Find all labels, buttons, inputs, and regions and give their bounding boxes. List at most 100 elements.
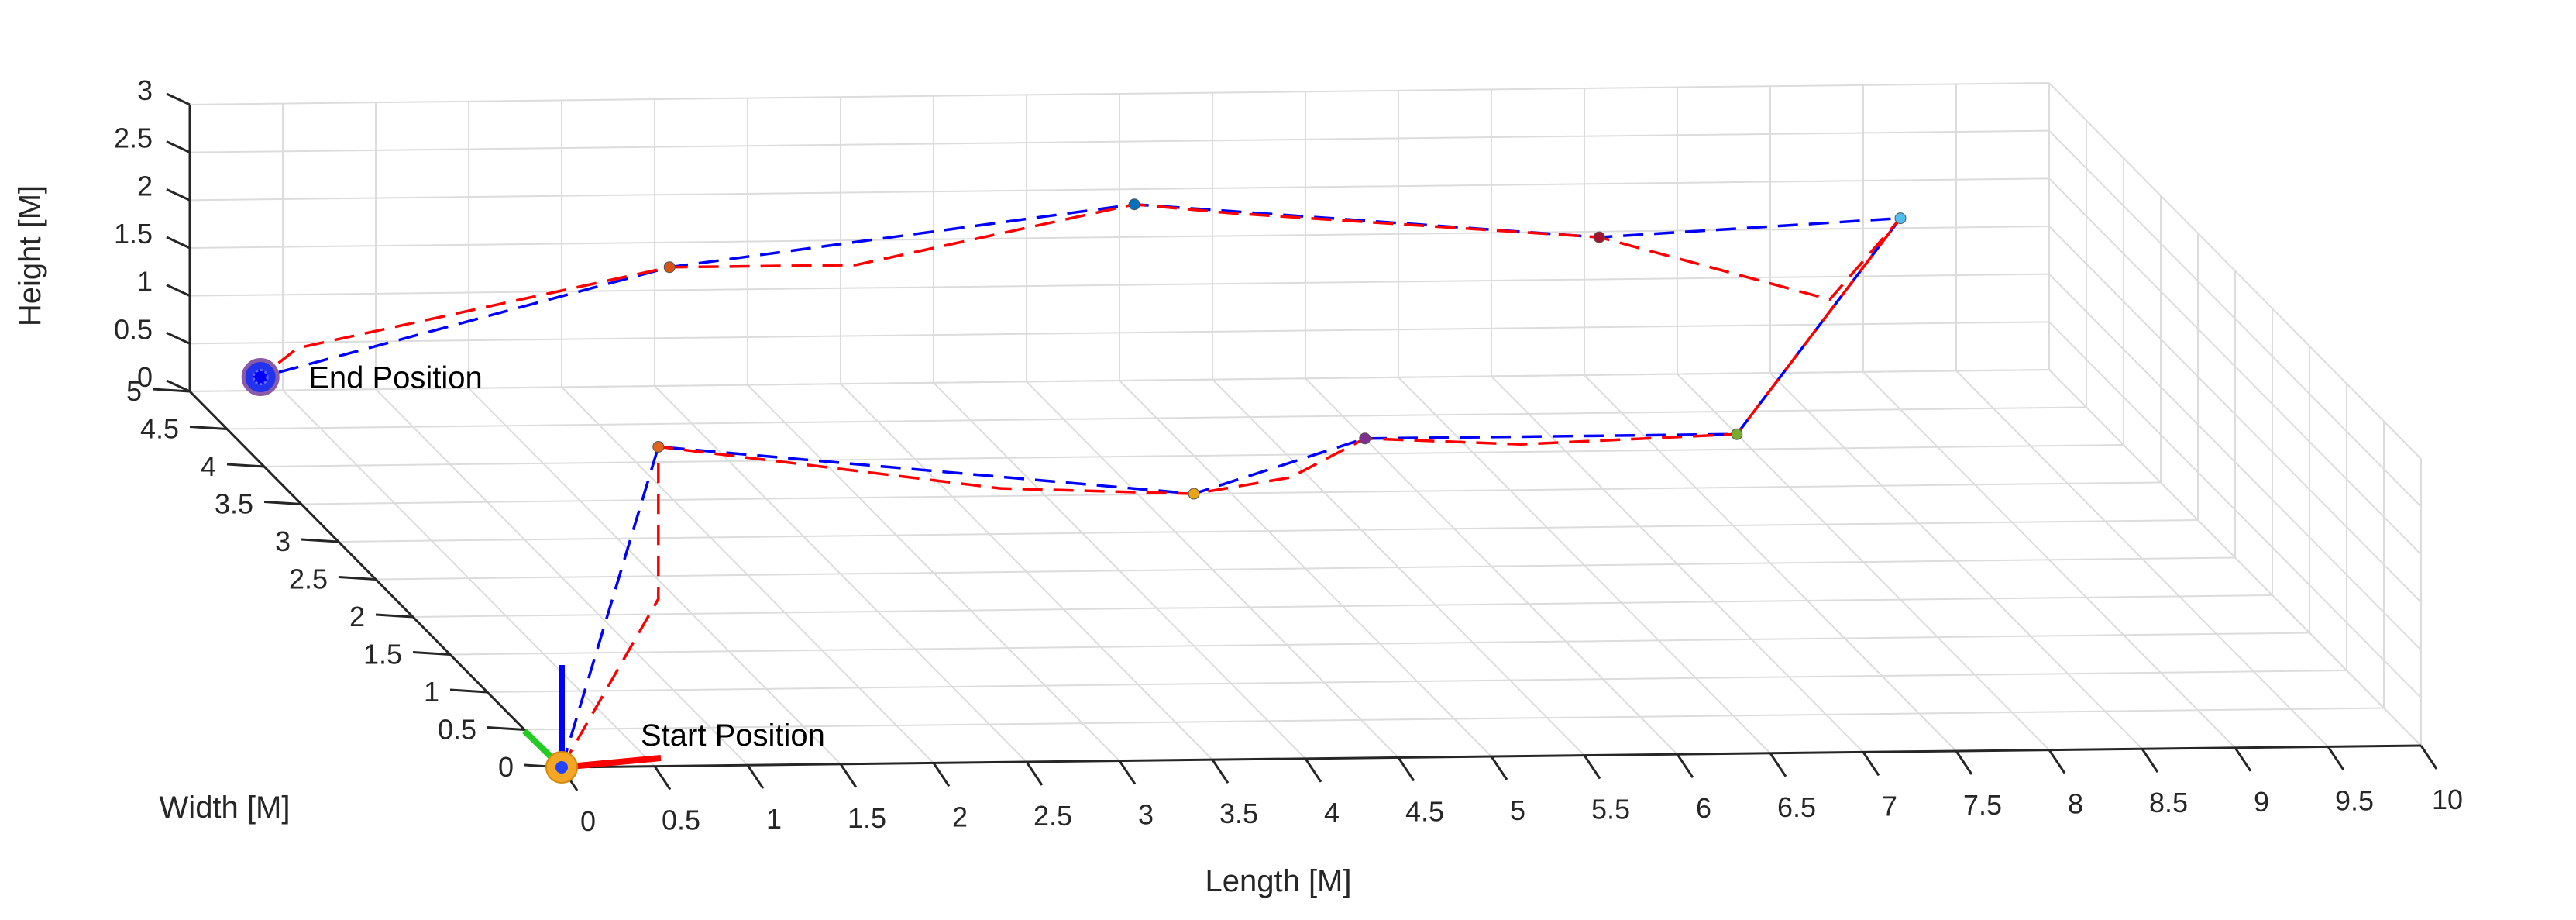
z-tick bbox=[166, 92, 191, 106]
x-tick bbox=[1025, 761, 1044, 786]
x-tick-label: 4 bbox=[1324, 797, 1340, 829]
floor-grid-y bbox=[226, 406, 2087, 430]
back-wall-grid-z bbox=[189, 369, 2050, 392]
back-wall-grid-z bbox=[189, 321, 2050, 345]
y-tick bbox=[375, 613, 414, 619]
start-position-label: Start Position bbox=[641, 718, 825, 753]
x-tick-label: 7 bbox=[1882, 790, 1897, 822]
x-tick bbox=[1769, 752, 1787, 777]
z-tick bbox=[166, 236, 191, 250]
waypoint-marker bbox=[1359, 432, 1371, 445]
y-tick bbox=[152, 388, 191, 393]
waypoint-marker bbox=[663, 261, 676, 274]
y-tick bbox=[263, 501, 302, 505]
side-wall-grid-z bbox=[2048, 321, 2422, 699]
x-tick-label: 2.5 bbox=[1033, 800, 1072, 832]
x-tick-label: 1 bbox=[766, 803, 782, 835]
x-tick bbox=[2234, 746, 2252, 772]
start-position-core bbox=[555, 761, 568, 774]
x-tick-label: 7.5 bbox=[1963, 789, 2002, 821]
y-tick-label: 2 bbox=[349, 601, 365, 632]
floor-grid-y bbox=[524, 707, 2385, 731]
back-wall-grid-z bbox=[189, 226, 2050, 249]
series-layer bbox=[260, 202, 1902, 768]
x-tick-label: 9 bbox=[2254, 786, 2269, 818]
y-tick-label: 1 bbox=[424, 676, 439, 708]
floor-grid-y bbox=[375, 556, 2236, 581]
x-tick bbox=[1583, 754, 1601, 780]
z-tick-label: 3 bbox=[137, 74, 153, 106]
x-tick bbox=[746, 764, 765, 790]
y-axis-label: Width [M] bbox=[160, 791, 291, 825]
z-tick-label: 2.5 bbox=[114, 122, 153, 154]
y-tick bbox=[338, 576, 377, 581]
floor-grid-y bbox=[338, 519, 2199, 543]
x-axis-label: Length [M] bbox=[1205, 864, 1351, 898]
x-tick bbox=[2048, 749, 2066, 774]
x-tick-label: 8.5 bbox=[2149, 787, 2188, 818]
back-wall-grid-z bbox=[189, 129, 2050, 153]
back-wall-grid-z bbox=[189, 177, 2050, 202]
x-tick bbox=[1955, 750, 1973, 775]
axis-layer bbox=[152, 92, 2438, 791]
floor-grid-y bbox=[449, 632, 2310, 656]
y-tick-label: 5 bbox=[126, 375, 142, 407]
y-tick bbox=[226, 463, 265, 468]
y-tick bbox=[189, 426, 228, 430]
text-layer: Length [M] Width [M] Height [M] 0 0.5 1 1.5… bbox=[13, 74, 2463, 898]
x-tick-label: 6 bbox=[1696, 792, 1711, 824]
floor-grid-y bbox=[301, 481, 2162, 505]
back-wall-grid-z bbox=[189, 273, 2050, 297]
waypoint-marker bbox=[1731, 428, 1743, 440]
z-tick-label: 1 bbox=[137, 266, 153, 298]
x-tick-label: 0 bbox=[580, 805, 596, 837]
x-tick bbox=[1211, 759, 1230, 784]
y-tick-label: 2.5 bbox=[289, 563, 328, 595]
y-tick-label: 4 bbox=[201, 450, 216, 482]
waypoint-marker bbox=[1593, 231, 1605, 243]
z-tick bbox=[166, 188, 191, 202]
floor-grid-y bbox=[263, 444, 2124, 467]
y-tick-label: 4.5 bbox=[140, 413, 179, 445]
z-tick-label: 2 bbox=[137, 170, 153, 202]
side-wall-grid-z bbox=[2048, 177, 2422, 556]
y-tick bbox=[412, 651, 451, 656]
y-tick-label: 0 bbox=[498, 751, 514, 783]
x-tick bbox=[2420, 745, 2438, 770]
z-tick bbox=[166, 140, 191, 154]
x-tick-label: 4.5 bbox=[1405, 795, 1444, 827]
end-position-core bbox=[252, 369, 269, 386]
side-wall-grid-z bbox=[2048, 82, 2422, 460]
x-tick bbox=[1862, 751, 1880, 777]
y-tick-label: 1.5 bbox=[363, 639, 402, 670]
z-axis-label: Height [M] bbox=[13, 185, 47, 326]
series-line-0 bbox=[260, 202, 1902, 768]
back-wall-grid-z bbox=[189, 82, 2050, 105]
grid-layer bbox=[189, 82, 2422, 768]
x-tick-label: 3.5 bbox=[1219, 798, 1258, 829]
x-tick-label: 10 bbox=[2432, 784, 2463, 815]
x-tick-label: 3 bbox=[1138, 799, 1154, 831]
side-wall-grid-z bbox=[2048, 369, 2422, 746]
x-tick-label: 9.5 bbox=[2335, 784, 2374, 816]
waypoint-marker bbox=[652, 440, 665, 453]
x-tick bbox=[1490, 756, 1508, 780]
x-tick-label: 1.5 bbox=[848, 802, 886, 834]
waypoint-marker bbox=[1188, 488, 1200, 500]
floor-grid-y bbox=[412, 594, 2273, 618]
y-tick-label: 0.5 bbox=[438, 714, 476, 746]
x-tick-label: 2 bbox=[952, 801, 968, 832]
side-wall-grid-z bbox=[2048, 273, 2422, 651]
x-tick-label: 8 bbox=[2068, 788, 2083, 820]
y-tick bbox=[301, 538, 339, 543]
z-tick-label: 0 bbox=[137, 361, 153, 393]
z-tick bbox=[166, 379, 191, 393]
x-tick bbox=[839, 763, 858, 788]
x-tick bbox=[2327, 746, 2345, 771]
floor-grid-y bbox=[487, 670, 2347, 693]
x-tick-label: 6.5 bbox=[1777, 791, 1816, 823]
end-position-label: End Position bbox=[308, 361, 483, 395]
x-tick bbox=[1118, 760, 1137, 785]
side-wall-grid-z bbox=[2048, 129, 2422, 508]
